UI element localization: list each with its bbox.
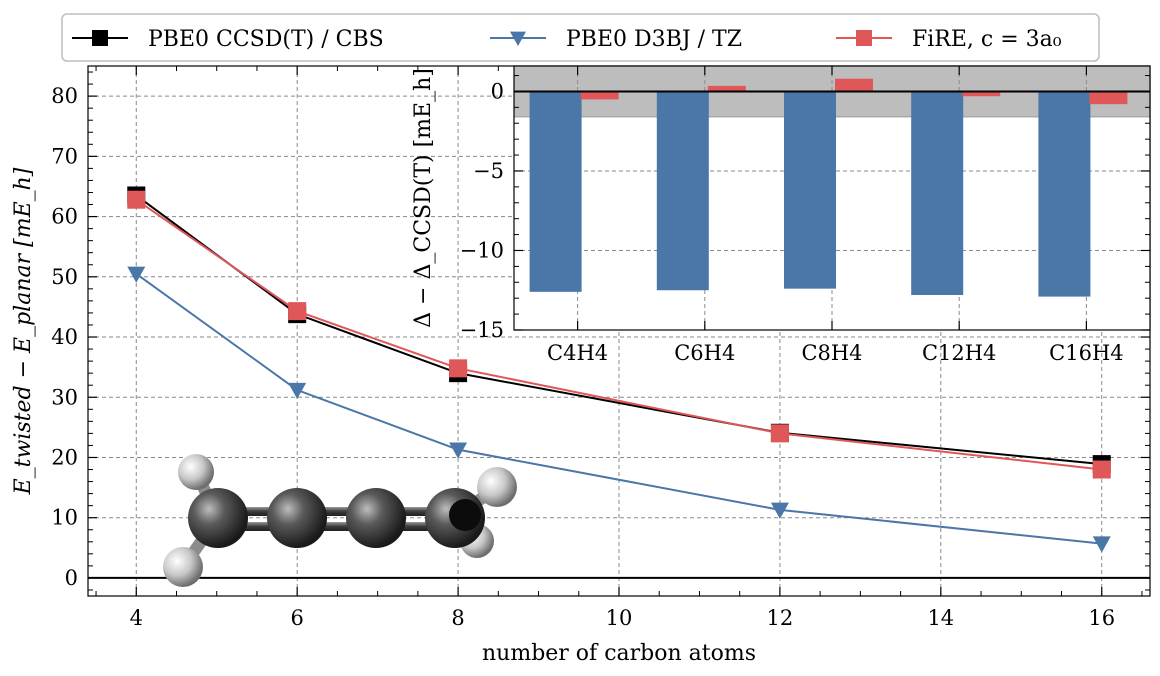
- series-2-point: [127, 190, 146, 209]
- inset-bar-series-1: [962, 91, 1001, 97]
- inset-bar-series-0: [656, 91, 709, 291]
- legend-label-0: PBE0 CCSD(T) / CBS: [148, 27, 384, 52]
- series-1-point: [770, 502, 789, 519]
- main-y-tick-label: 30: [51, 385, 78, 409]
- inset-category-label: C16H4: [1049, 341, 1123, 365]
- inset-y-tick-label: 0: [491, 79, 504, 103]
- main-x-tick-label: 14: [927, 606, 954, 630]
- main-y-tick-label: 10: [51, 506, 78, 530]
- legend-marker-1: [510, 31, 526, 46]
- series-2-point: [288, 302, 307, 321]
- inset-bar-series-0: [784, 91, 836, 289]
- inset-bar-series-0: [529, 91, 582, 292]
- inset-category-label: C8H4: [801, 341, 862, 365]
- main-y-tick-label: 0: [65, 566, 78, 590]
- main-y-axis-label: E_twisted − E_planar [mE_h]: [11, 167, 36, 495]
- main-x-ticks: 4 6 8 10 12 14 16: [95, 66, 1143, 630]
- series-1-point: [1092, 536, 1111, 553]
- main-y-tick-label: 40: [51, 325, 78, 349]
- series-2-point: [770, 424, 789, 443]
- main-y-ticks: 0 10 20 30 40 50 60 70 80: [51, 71, 1150, 591]
- inset-bar-series-1: [580, 91, 619, 100]
- main-x-tick-label: 10: [606, 606, 633, 630]
- legend: PBE0 CCSD(T) / CBS PBE0 D3BJ / TZ FiRE, c …: [61, 13, 1100, 62]
- main-series: [127, 186, 1111, 553]
- series-2-point: [1092, 460, 1111, 479]
- legend-marker-0: [92, 30, 108, 46]
- series-2-point: [449, 359, 468, 378]
- inset-y-tick-label: −10: [460, 238, 504, 262]
- main-y-tick-label: 70: [51, 144, 78, 168]
- legend-marker-2: [856, 30, 872, 46]
- inset-y-tick-label: −15: [460, 318, 504, 342]
- series-1-point: [288, 382, 307, 400]
- inset-y-axis-label: Δ − Δ_CCSD(T) [mE_h]: [411, 68, 436, 328]
- main-x-tick-label: 12: [767, 606, 794, 630]
- legend-box: [61, 13, 1100, 62]
- inset-y-ticks: 0 −5 −10 −15: [460, 75, 1150, 342]
- main-y-tick-label: 80: [51, 84, 78, 108]
- inset-category-label: C12H4: [922, 341, 996, 365]
- legend-label-1: PBE0 D3BJ / TZ: [566, 27, 742, 52]
- main-x-tick-label: 4: [130, 606, 143, 630]
- molecule-illustration: [163, 454, 517, 587]
- inset-x-ticks: C4H4 C6H4 C8H4 C12H4 C16H4: [547, 66, 1124, 365]
- legend-label-2: FiRE, c = 3a₀: [912, 27, 1062, 52]
- main-y-tick-label: 60: [51, 205, 78, 229]
- series-1-point: [127, 266, 146, 283]
- inset-bar-series-1: [835, 78, 873, 92]
- series-1-point: [449, 442, 468, 459]
- inset-y-tick-label: −5: [473, 159, 504, 183]
- main-x-tick-label: 16: [1088, 606, 1115, 630]
- inset-bar-series-0: [911, 91, 964, 296]
- main-y-tick-label: 20: [51, 445, 78, 469]
- main-x-tick-label: 8: [451, 606, 464, 630]
- inset-bars: [529, 78, 1128, 297]
- inset-category-label: C4H4: [547, 341, 608, 365]
- inset-bar-series-1: [1089, 91, 1128, 105]
- inset-category-label: C6H4: [674, 341, 735, 365]
- main-y-tick-label: 50: [51, 265, 78, 289]
- main-x-tick-label: 6: [290, 606, 303, 630]
- main-x-axis-label: number of carbon atoms: [482, 641, 756, 666]
- inset-bar-series-0: [1038, 91, 1091, 297]
- inset-bar-series-1: [707, 85, 746, 92]
